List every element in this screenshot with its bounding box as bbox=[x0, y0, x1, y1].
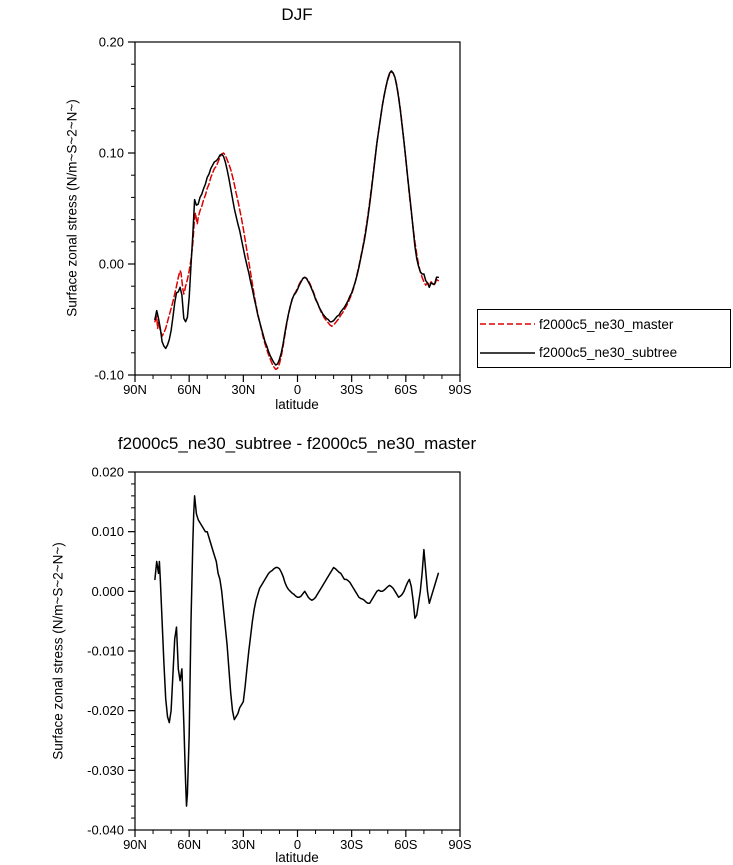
bottom-chart-x-axis-label: latitude bbox=[275, 850, 319, 865]
top-x-tick-label: 30S bbox=[340, 382, 363, 397]
bottom-y-tick-label: -0.040 bbox=[87, 823, 124, 838]
top-plot: -0.10 0.00 0.10 0.20 90N 60N 30N 0 30S 60S 90S bbox=[94, 35, 472, 398]
bottom-y-tick-label: 0.000 bbox=[91, 584, 124, 599]
legend-label-subtree: f2000c5_ne30_subtree bbox=[539, 345, 678, 361]
bottom-y-tick-label: 0.010 bbox=[91, 524, 124, 539]
legend: f2000c5_ne30_master f2000c5_ne30_subtree bbox=[477, 309, 731, 368]
bottom-x-tick-label: 90N bbox=[123, 837, 147, 852]
bottom-y-tick-label: -0.010 bbox=[87, 644, 124, 659]
bottom-x-tick-label: 60S bbox=[394, 837, 417, 852]
top-x-tick-label: 60N bbox=[177, 382, 201, 397]
bottom-chart-title: f2000c5_ne30_subtree - f2000c5_ne30_mast… bbox=[117, 434, 477, 453]
bottom-chart-y-axis-label: Surface zonal stress (N/m~S~2~N~) bbox=[50, 542, 66, 760]
legend-solid-line-icon bbox=[480, 352, 535, 354]
top-x-tick-label: 90N bbox=[123, 382, 147, 397]
legend-label-master: f2000c5_ne30_master bbox=[539, 316, 674, 332]
top-y-tick-label: 0.20 bbox=[99, 35, 124, 50]
top-x-tick-label: 90S bbox=[448, 382, 471, 397]
top-series-f2000c5_ne30_subtree bbox=[154, 70, 440, 366]
top-x-tick-label: 30N bbox=[231, 382, 255, 397]
top-y-tick-label: 0.00 bbox=[99, 257, 124, 272]
bottom-x-tick-label: 30N bbox=[231, 837, 255, 852]
bottom-series-difference bbox=[154, 495, 440, 807]
bottom-y-tick-label: -0.020 bbox=[87, 703, 124, 718]
bottom-x-tick-label: 30S bbox=[340, 837, 363, 852]
top-x-tick-label: 60S bbox=[394, 382, 417, 397]
legend-item-subtree: f2000c5_ne30_subtree bbox=[478, 345, 730, 360]
bottom-x-tick-label: 90S bbox=[448, 837, 471, 852]
top-chart-x-axis-label: latitude bbox=[275, 397, 319, 412]
bottom-plot-frame bbox=[134, 471, 461, 831]
top-chart-y-axis-label: Surface zonal stress (N/m~S~2~N~) bbox=[64, 99, 80, 317]
bottom-plot: -0.040 -0.030 -0.020 -0.010 0.000 0.010 0.020 9… bbox=[87, 465, 472, 853]
bottom-y-tick-label: 0.020 bbox=[91, 465, 124, 480]
top-chart-title: DJF bbox=[281, 5, 313, 24]
legend-item-master: f2000c5_ne30_master bbox=[478, 317, 730, 332]
top-series-f2000c5_ne30_master bbox=[154, 71, 440, 371]
bottom-x-tick-label: 0 bbox=[294, 837, 301, 852]
bottom-x-tick-label: 60N bbox=[177, 837, 201, 852]
legend-dashed-line-icon bbox=[480, 323, 535, 325]
top-y-tick-label: 0.10 bbox=[99, 146, 124, 161]
top-x-tick-label: 0 bbox=[294, 382, 301, 397]
bottom-y-tick-label: -0.030 bbox=[87, 763, 124, 778]
top-y-tick-label: -0.10 bbox=[94, 368, 124, 383]
